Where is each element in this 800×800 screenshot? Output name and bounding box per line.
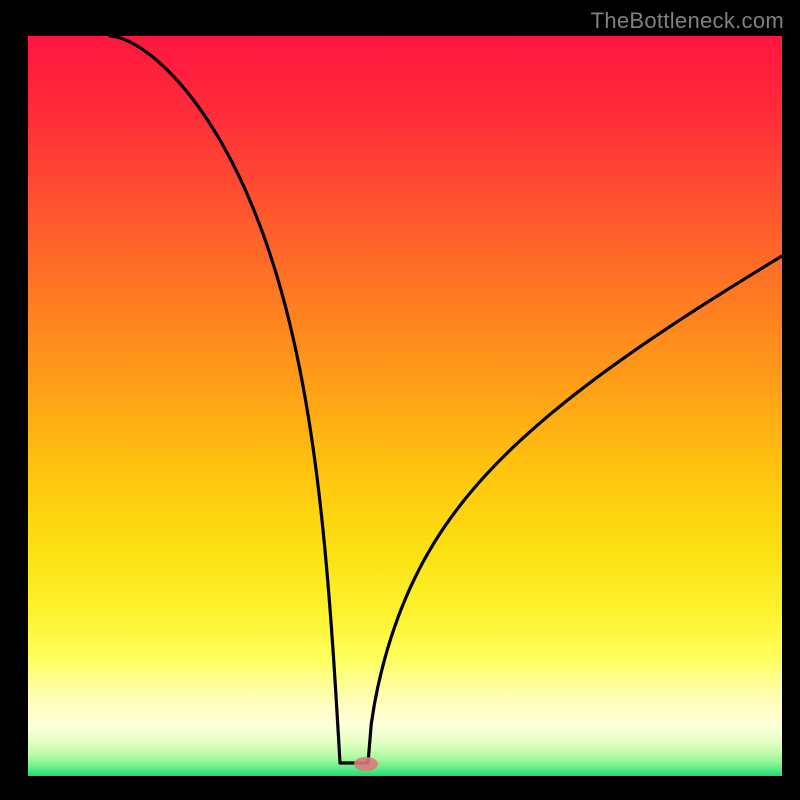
watermark-text: TheBottleneck.com [591,8,784,34]
frame-bottom [0,776,800,800]
gradient-background [28,36,782,776]
optimum-marker [354,757,378,771]
bottleneck-chart [28,36,782,776]
plot-area [28,36,782,776]
frame-right [782,0,800,800]
frame-left [0,0,28,800]
